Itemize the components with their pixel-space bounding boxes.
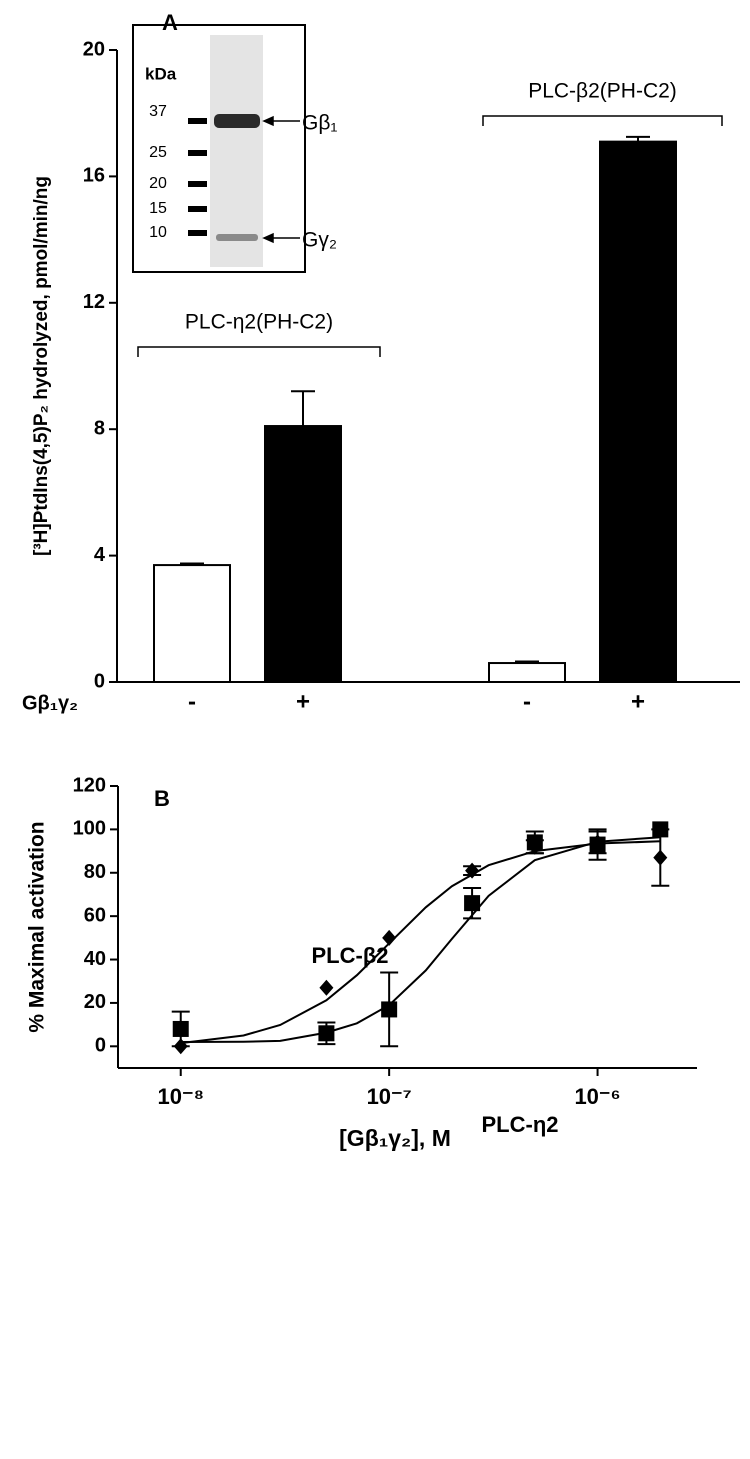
x-category-label: + — [631, 688, 645, 715]
point — [318, 1025, 335, 1042]
bar — [488, 662, 566, 683]
marker-label: 20 — [149, 175, 167, 192]
marker-label: 25 — [149, 144, 167, 161]
marker-label: 15 — [149, 200, 167, 217]
marker-dashes — [188, 118, 207, 236]
x-category-label: - — [523, 688, 531, 715]
group-bracket — [137, 346, 381, 357]
y-tick-label: 100 — [73, 818, 106, 840]
x-category-label: + — [296, 688, 310, 715]
gel-band — [216, 234, 258, 241]
group-bracket — [482, 115, 723, 126]
y-tick-label: 16 — [83, 165, 105, 187]
point — [319, 979, 334, 996]
marker-label: 37 — [149, 103, 167, 120]
fit-curve — [180, 840, 661, 1045]
y-tick-label: 8 — [94, 417, 105, 439]
x-tick-label: 10⁻⁶ — [574, 1084, 620, 1109]
panel-label: B — [154, 786, 170, 811]
point — [381, 1001, 398, 1018]
y-tick-label: 20 — [84, 991, 106, 1013]
y-tick-label: 40 — [84, 948, 106, 970]
y-tick-label: 4 — [94, 544, 106, 566]
point — [653, 849, 668, 866]
y-tick-label: 80 — [84, 861, 106, 883]
inset-unit: kDa — [145, 64, 177, 83]
group-label: PLC-β2(PH-C2) — [528, 80, 677, 103]
y-tick-label: 12 — [83, 291, 105, 313]
bar — [599, 140, 677, 683]
point — [465, 862, 480, 879]
x-row-label: Gβ₁γ₂ — [22, 692, 78, 714]
band-label: Gγ₂ — [302, 229, 337, 252]
y-tick-label: 0 — [94, 670, 105, 692]
series-label: PLC-η2 — [482, 1112, 559, 1137]
y-axis-title: [³H]PtdIns(4,5)P₂ hydrolyzed, pmol/min/n… — [31, 176, 52, 556]
point — [382, 929, 397, 946]
bar — [153, 564, 231, 684]
y-tick-label: 120 — [73, 774, 106, 796]
band-arrows — [262, 115, 300, 244]
band-label: Gβ₁ — [302, 112, 338, 135]
gel-inset: kDa 37 25 20 15 10 Gβ₁ Gγ₂ — [132, 24, 338, 273]
group-label: PLC-η2(PH-C2) — [185, 311, 333, 334]
marker-label: 10 — [149, 224, 167, 241]
bar — [264, 425, 342, 684]
gel-band — [214, 114, 260, 128]
x-tick-label: 10⁻⁸ — [157, 1084, 203, 1109]
fit-curve — [180, 836, 661, 1043]
y-axis-title: % Maximal activation — [26, 821, 49, 1032]
point — [172, 1020, 189, 1037]
point — [526, 834, 543, 851]
series-label: PLC-β2 — [312, 943, 389, 968]
x-tick-label: 10⁻⁷ — [367, 1084, 412, 1109]
point — [652, 821, 669, 838]
y-tick-label: 60 — [84, 904, 106, 926]
point — [464, 895, 481, 912]
x-category-label: - — [188, 688, 196, 715]
point — [589, 836, 606, 853]
y-tick-label: 20 — [83, 38, 105, 60]
x-axis-title: [Gβ₁γ₂], M — [339, 1125, 451, 1151]
y-tick-label: 0 — [95, 1035, 106, 1057]
panel-label: A — [162, 10, 178, 35]
gel-lane — [210, 35, 263, 267]
